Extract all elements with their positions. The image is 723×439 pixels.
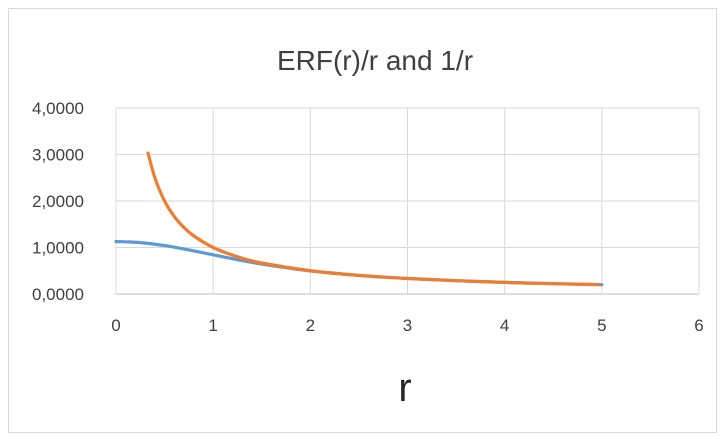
x-tick-label: 4 bbox=[500, 316, 509, 335]
series-line-1 bbox=[114, 239, 604, 287]
y-tick-label: 2,0000 bbox=[32, 192, 84, 211]
x-tick-label: 5 bbox=[597, 316, 606, 335]
chart-title: ERF(r)/r and 1/r bbox=[277, 45, 473, 76]
x-tick-labels: 0 1 2 3 4 5 6 bbox=[111, 316, 703, 335]
x-tick-label: 2 bbox=[306, 316, 315, 335]
grid-lines bbox=[115, 107, 700, 295]
x-axis-label: r bbox=[398, 366, 411, 410]
x-tick-label: 6 bbox=[694, 316, 703, 335]
series-line-2 bbox=[146, 151, 601, 287]
x-tick-label: 1 bbox=[208, 316, 217, 335]
y-tick-label: 1,0000 bbox=[32, 239, 84, 258]
chart-frame bbox=[8, 8, 717, 433]
x-tick-label: 0 bbox=[111, 316, 120, 335]
y-tick-label: 3,0000 bbox=[32, 146, 84, 165]
x-tick-label: 3 bbox=[403, 316, 412, 335]
y-tick-label: 4,0000 bbox=[32, 99, 84, 118]
y-tick-label: 0,0000 bbox=[32, 285, 84, 304]
y-tick-labels: 0,0000 1,0000 2,0000 3,0000 4,0000 bbox=[32, 99, 84, 304]
series-lines bbox=[114, 151, 604, 287]
